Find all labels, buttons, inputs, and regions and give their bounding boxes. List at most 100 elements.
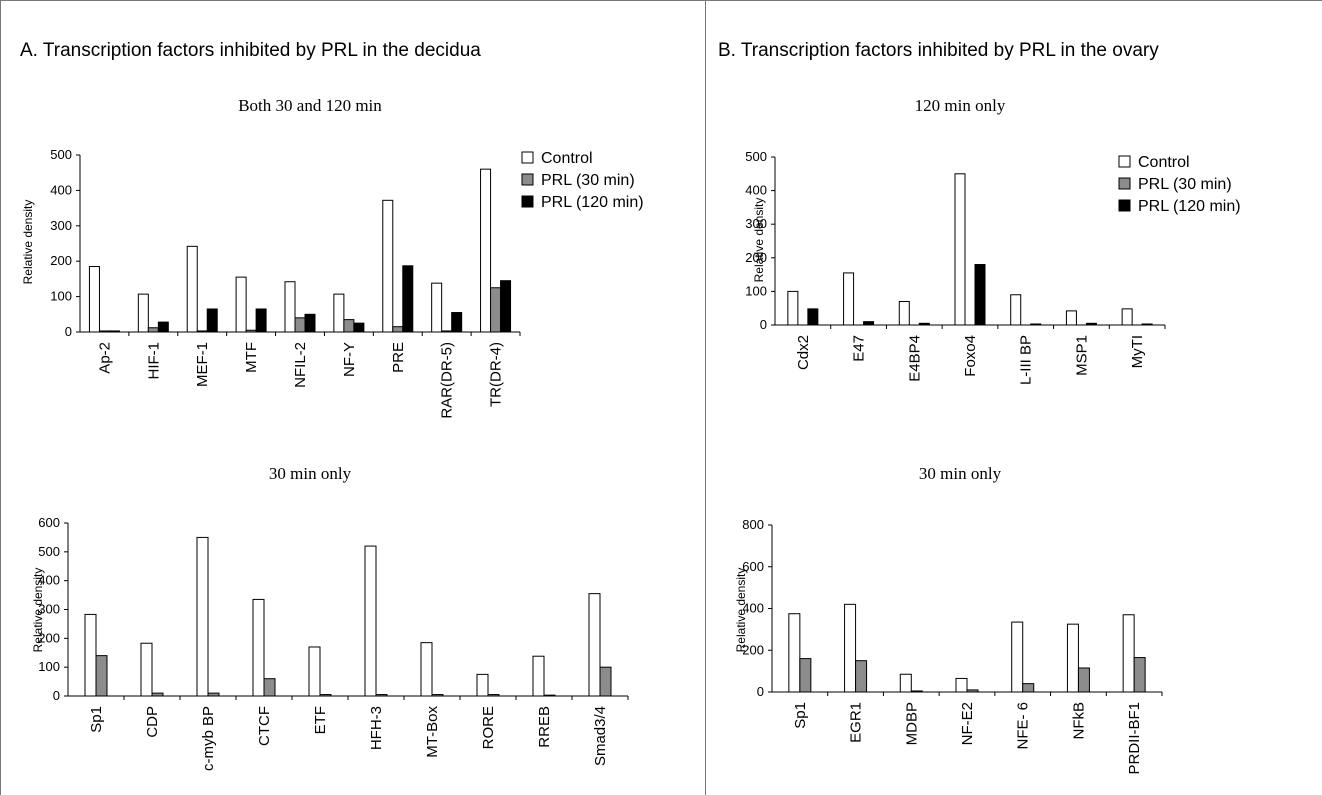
bar xyxy=(844,603,857,693)
y-tick-label: 100 xyxy=(50,289,72,304)
bar xyxy=(1141,323,1153,326)
x-tick-label: MDBP xyxy=(903,702,920,745)
x-tick-label: MEF-1 xyxy=(194,342,211,387)
x-tick-label: NFE- 6 xyxy=(1015,702,1032,750)
legend-label: Control xyxy=(541,150,593,167)
bar xyxy=(151,692,164,697)
x-tick-label: PRE xyxy=(390,342,407,373)
x-tick-label: MyTI xyxy=(1129,335,1146,368)
bar xyxy=(954,173,966,326)
bar xyxy=(382,199,394,333)
bar xyxy=(910,690,923,693)
y-axis-label: Relative density xyxy=(21,200,35,285)
bar xyxy=(966,689,979,693)
y-tick-label: 300 xyxy=(50,218,72,233)
x-tick-label: MTF xyxy=(243,342,260,373)
x-tick-label: E4BP4 xyxy=(906,335,923,382)
bar xyxy=(402,265,414,333)
y-tick-label: 100 xyxy=(38,659,60,674)
bar xyxy=(186,245,198,333)
bar xyxy=(788,613,801,693)
bar xyxy=(451,312,463,333)
x-tick-label: EGR1 xyxy=(848,702,865,743)
legend-swatch xyxy=(521,173,534,186)
legend-swatch xyxy=(1118,199,1131,212)
bar xyxy=(1077,667,1090,693)
y-tick-label: 200 xyxy=(50,253,72,268)
x-tick-label: CTCF xyxy=(256,706,273,746)
x-tick-label: NFkB xyxy=(1070,702,1087,740)
x-tick-label: Sp1 xyxy=(88,706,105,733)
bar xyxy=(308,646,321,697)
bar xyxy=(799,658,812,693)
x-tick-label: RAR(DR-5) xyxy=(439,342,456,419)
x-tick-label: c-myb BP xyxy=(200,706,217,771)
x-tick-label: NFIL-2 xyxy=(292,342,309,388)
y-tick-label: 500 xyxy=(745,149,767,164)
bar xyxy=(480,168,492,333)
bar xyxy=(207,692,220,697)
chart-b1-title: 120 min only xyxy=(914,96,1006,115)
y-tick-label: 600 xyxy=(38,515,60,530)
x-tick-label: HIF-1 xyxy=(145,342,162,380)
bar xyxy=(84,613,97,697)
bar xyxy=(487,694,500,697)
bar xyxy=(1010,294,1022,326)
chart-a2-title: 30 min only xyxy=(268,464,352,483)
y-tick-label: 300 xyxy=(38,602,60,617)
bar xyxy=(588,593,601,697)
bar xyxy=(899,673,912,693)
y-axis-label: Relative density xyxy=(734,568,748,653)
bar xyxy=(263,678,276,697)
x-tick-label: NF-E2 xyxy=(959,702,976,745)
bar xyxy=(284,281,296,333)
x-tick-label: ETF xyxy=(312,706,329,734)
chart-a1-title: Both 30 and 120 min xyxy=(238,96,382,115)
bar xyxy=(255,308,267,333)
x-tick-label: E47 xyxy=(851,335,868,362)
chart-a-both: 0 100 200 300 400 500 Relative density Ap-2 HIF-… xyxy=(21,147,644,419)
x-tick-label: Sp1 xyxy=(792,702,809,729)
y-axis-label: Relative density xyxy=(31,568,45,653)
bar xyxy=(88,266,100,333)
x-tick-label: RORE xyxy=(480,706,497,749)
bar xyxy=(1066,623,1079,693)
bar xyxy=(235,276,247,333)
x-tick-label: TR(DR-4) xyxy=(488,342,505,407)
bar xyxy=(1022,683,1035,693)
bar xyxy=(807,308,819,326)
bar xyxy=(1065,310,1077,326)
bar xyxy=(476,673,489,697)
bar xyxy=(898,300,910,326)
x-tick-label: RREB xyxy=(536,706,553,748)
bar xyxy=(304,313,316,333)
y-tick-label: 200 xyxy=(38,630,60,645)
chart-b-30min: 0 200 400 600 800 Relative density Sp1 EGR1 MDBP… xyxy=(734,517,1163,775)
y-tick-label: 400 xyxy=(38,573,60,588)
y-tick-label: 100 xyxy=(745,283,767,298)
bar xyxy=(543,694,556,697)
x-tick-label: NF-Y xyxy=(341,342,358,377)
bar xyxy=(137,293,149,333)
bar xyxy=(1085,322,1097,326)
bar xyxy=(333,293,345,333)
bar xyxy=(375,694,388,697)
bar xyxy=(974,264,986,326)
bar xyxy=(532,655,545,697)
bar xyxy=(252,598,265,697)
x-tick-label: MT-Box xyxy=(424,706,441,758)
legend-swatch xyxy=(521,151,534,164)
bar xyxy=(140,642,153,697)
legend-swatch xyxy=(521,195,534,208)
chart-b-120min: 0 100 200 300 400 500 Relative density Cdx2 E47 E… xyxy=(745,149,1240,385)
legend-swatch xyxy=(1118,177,1131,190)
legend-label: PRL (30 min) xyxy=(541,172,635,189)
bar xyxy=(500,280,512,333)
bar xyxy=(843,272,855,326)
y-tick-label: 0 xyxy=(757,684,764,699)
y-tick-label: 400 xyxy=(742,601,764,616)
x-tick-label: Smad3/4 xyxy=(592,706,609,766)
y-tick-label: 200 xyxy=(742,642,764,657)
